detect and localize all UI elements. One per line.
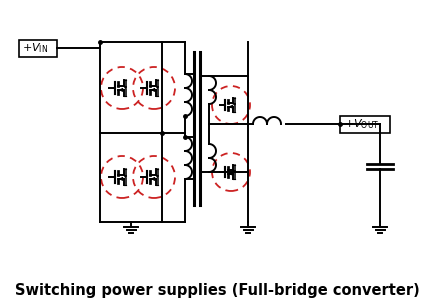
Polygon shape — [234, 104, 235, 105]
Polygon shape — [157, 175, 158, 177]
Polygon shape — [157, 87, 158, 88]
Polygon shape — [125, 87, 126, 88]
Text: $+V_{\mathregular{IN}}$: $+V_{\mathregular{IN}}$ — [22, 41, 48, 55]
Polygon shape — [125, 175, 126, 177]
FancyBboxPatch shape — [19, 40, 57, 56]
Text: Switching power supplies (Full-bridge converter): Switching power supplies (Full-bridge co… — [15, 284, 419, 298]
Polygon shape — [234, 171, 235, 172]
Text: $+V_{\mathregular{OUT}}$: $+V_{\mathregular{OUT}}$ — [344, 117, 379, 131]
FancyBboxPatch shape — [340, 115, 390, 133]
